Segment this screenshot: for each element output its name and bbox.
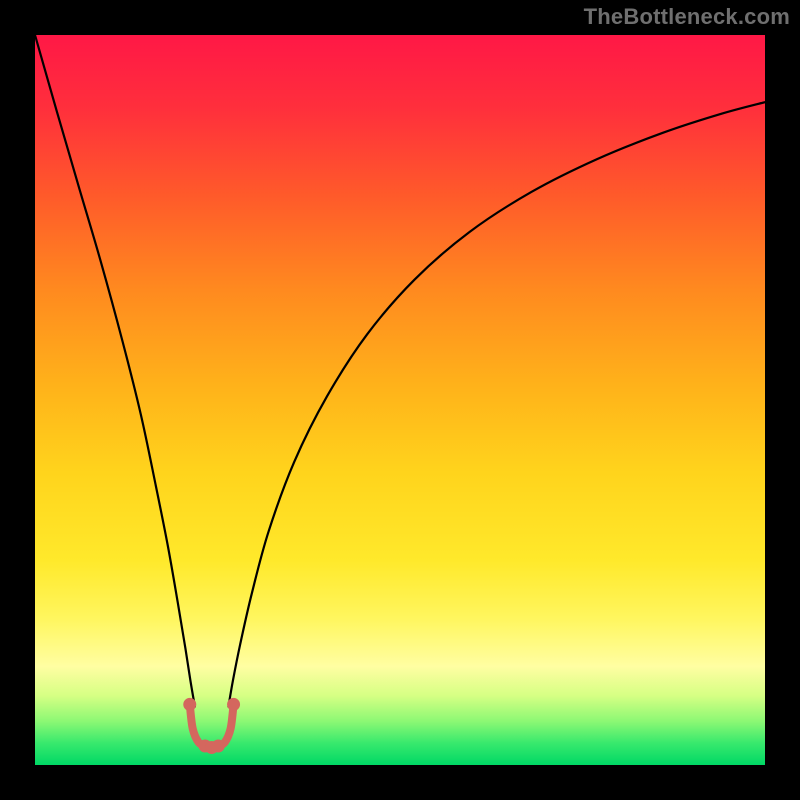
valley-dot — [205, 741, 218, 754]
bottleneck-chart — [0, 0, 800, 800]
plot-background — [35, 35, 765, 765]
valley-dot — [183, 698, 196, 711]
watermark-text: TheBottleneck.com — [584, 4, 790, 30]
valley-dot — [227, 698, 240, 711]
chart-outer: TheBottleneck.com — [0, 0, 800, 800]
